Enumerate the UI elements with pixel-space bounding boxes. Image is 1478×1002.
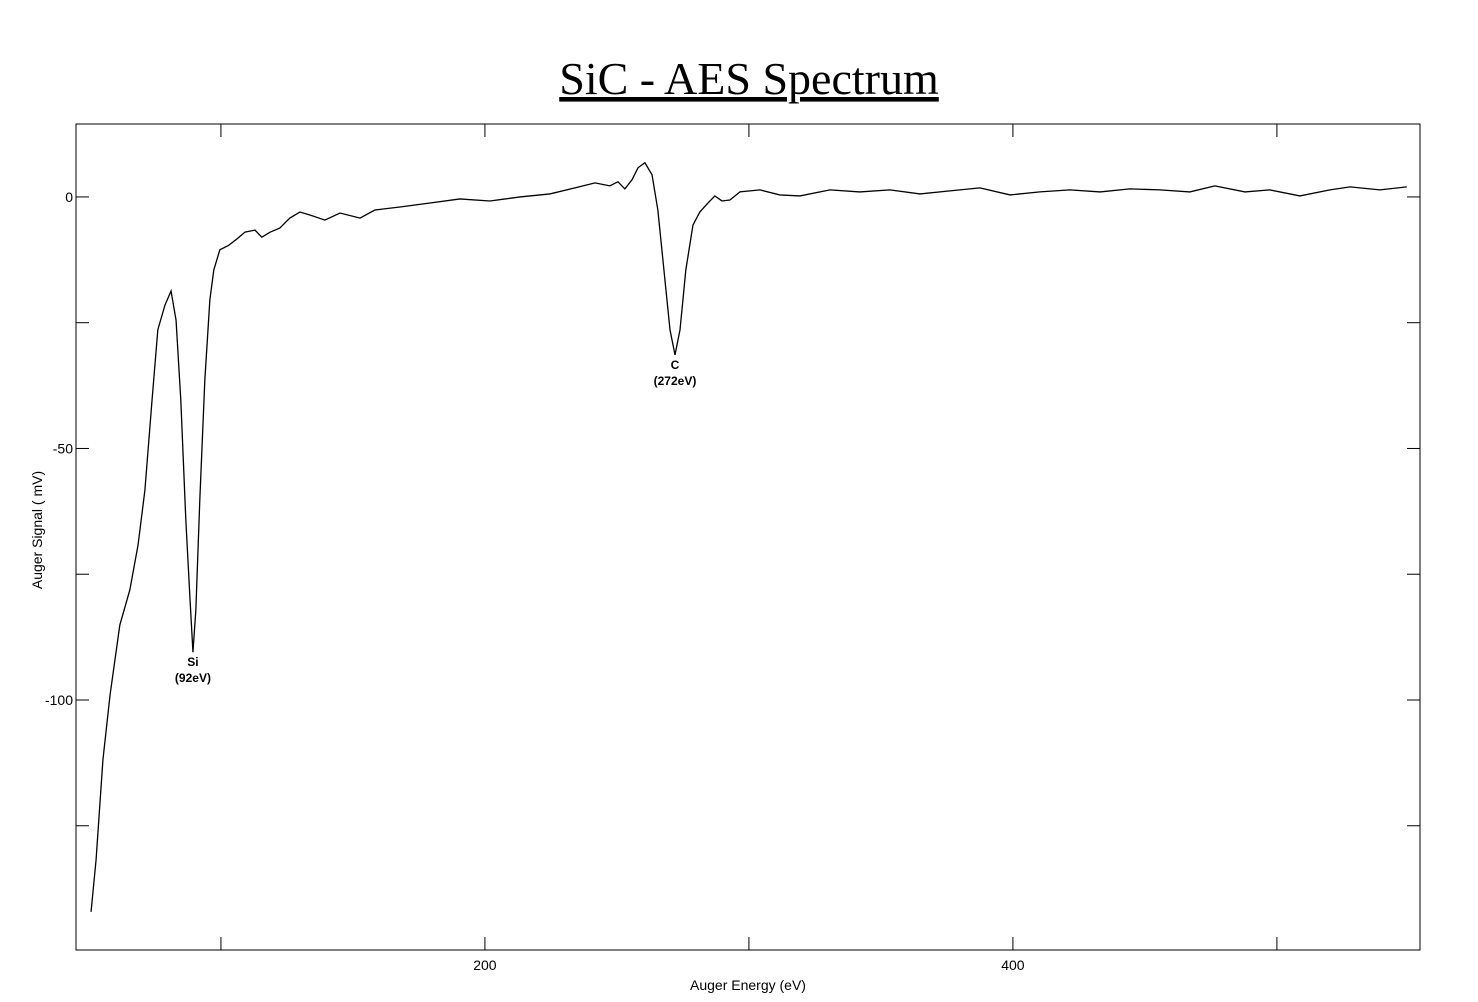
y-tick-label: -50 — [53, 440, 73, 456]
y-tick-label: -100 — [45, 692, 73, 708]
peak-annotation: (92eV) — [175, 671, 211, 685]
x-tick-label: 200 — [473, 957, 497, 973]
y-tick-label: 0 — [65, 189, 73, 205]
x-tick-label: 400 — [1001, 957, 1025, 973]
peak-annotation: (272eV) — [654, 374, 697, 388]
plot-frame — [75, 123, 1421, 951]
chart-title: SiC - AES Spectrum — [559, 53, 939, 104]
y-axis-label: Auger Signal ( mV) — [29, 471, 45, 589]
peak-annotation: C — [671, 358, 680, 372]
x-axis-label: Auger Energy (eV) — [690, 977, 806, 993]
peak-annotation: Si — [187, 655, 198, 669]
spectrum-line — [90, 161, 1407, 912]
